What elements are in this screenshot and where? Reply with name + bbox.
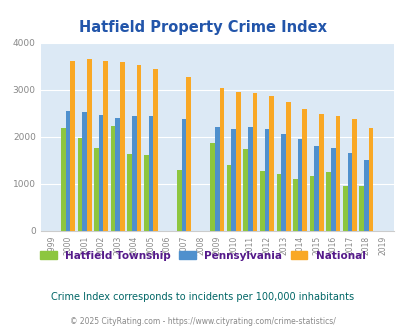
Bar xyxy=(276,174,281,231)
Bar xyxy=(66,111,70,231)
Bar xyxy=(132,116,136,231)
Bar xyxy=(127,154,132,231)
Bar xyxy=(148,116,153,231)
Bar xyxy=(335,116,339,231)
Bar xyxy=(347,153,351,231)
Bar xyxy=(61,128,66,231)
Bar xyxy=(342,186,347,231)
Bar xyxy=(226,165,231,231)
Bar xyxy=(292,179,297,231)
Bar xyxy=(236,92,240,231)
Bar xyxy=(177,170,181,231)
Bar xyxy=(103,61,108,231)
Bar xyxy=(259,171,264,231)
Bar xyxy=(94,148,98,231)
Bar xyxy=(243,149,247,231)
Bar xyxy=(181,119,186,231)
Bar xyxy=(368,128,373,231)
Bar xyxy=(358,186,363,231)
Bar xyxy=(326,172,330,231)
Bar xyxy=(247,127,252,231)
Bar xyxy=(318,114,323,231)
Bar xyxy=(82,112,87,231)
Bar xyxy=(111,126,115,231)
Text: Hatfield Property Crime Index: Hatfield Property Crime Index xyxy=(79,20,326,35)
Bar xyxy=(297,139,302,231)
Legend: Hatfield Township, Pennsylvania, National: Hatfield Township, Pennsylvania, Nationa… xyxy=(37,248,368,264)
Bar xyxy=(115,118,120,231)
Bar xyxy=(264,129,269,231)
Bar xyxy=(70,61,75,231)
Bar xyxy=(143,155,148,231)
Bar xyxy=(210,143,214,231)
Bar xyxy=(269,96,273,231)
Bar xyxy=(363,160,368,231)
Text: © 2025 CityRating.com - https://www.cityrating.com/crime-statistics/: © 2025 CityRating.com - https://www.city… xyxy=(70,317,335,326)
Bar xyxy=(252,93,257,231)
Bar xyxy=(98,115,103,231)
Bar xyxy=(214,127,219,231)
Bar xyxy=(231,129,236,231)
Bar xyxy=(281,134,285,231)
Bar xyxy=(186,77,190,231)
Bar xyxy=(330,148,335,231)
Bar xyxy=(136,65,141,231)
Bar xyxy=(120,62,124,231)
Bar xyxy=(351,119,356,231)
Bar xyxy=(285,102,290,231)
Bar xyxy=(77,138,82,231)
Bar xyxy=(309,177,313,231)
Bar xyxy=(87,59,91,231)
Bar xyxy=(313,146,318,231)
Bar xyxy=(219,87,224,231)
Bar xyxy=(302,109,306,231)
Text: Crime Index corresponds to incidents per 100,000 inhabitants: Crime Index corresponds to incidents per… xyxy=(51,292,354,302)
Bar xyxy=(153,69,158,231)
